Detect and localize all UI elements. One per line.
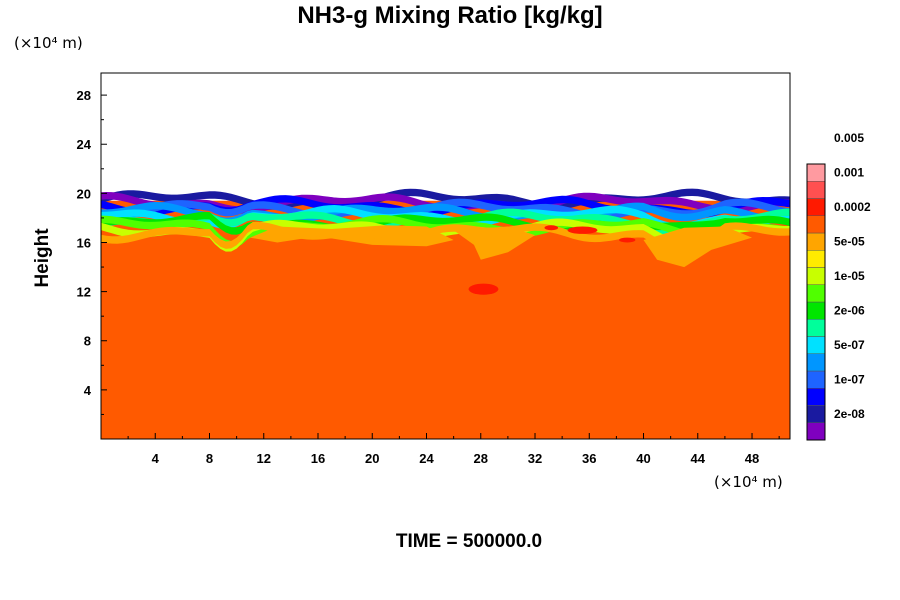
colorbar-swatch bbox=[806, 284, 826, 303]
colorbar-swatch bbox=[806, 388, 826, 406]
x-tick-label: 32 bbox=[528, 451, 542, 466]
x-tick-label: 36 bbox=[582, 451, 596, 466]
colorbar-swatch bbox=[806, 353, 826, 372]
x-tick-label: 24 bbox=[419, 451, 434, 466]
y-tick-label: 12 bbox=[77, 285, 91, 300]
x-axis-unit: (×10⁴ m) bbox=[714, 473, 783, 491]
colorbar-swatch bbox=[806, 181, 826, 199]
plot-frame bbox=[100, 72, 791, 440]
time-label: TIME = 500000.0 bbox=[395, 531, 543, 552]
colorbar-swatch bbox=[806, 319, 826, 337]
y-tick-label: 20 bbox=[77, 186, 91, 201]
colorbar-swatch bbox=[806, 267, 826, 285]
colorbar-swatch bbox=[806, 370, 826, 389]
x-tick-label: 16 bbox=[311, 451, 325, 466]
spot-0.005 bbox=[544, 225, 559, 231]
colorbar-swatch bbox=[806, 232, 826, 251]
colorbar-swatch bbox=[806, 250, 826, 268]
spot-0.005 bbox=[567, 226, 598, 234]
data-field bbox=[101, 188, 790, 439]
y-tick-label: 16 bbox=[77, 235, 91, 250]
colorbar-swatch bbox=[806, 422, 826, 441]
x-tick-label: 12 bbox=[257, 451, 271, 466]
colorbar-label: 1e-07 bbox=[834, 373, 865, 387]
colorbar-label: 1e-05 bbox=[834, 269, 865, 283]
colorbar-swatch bbox=[806, 198, 826, 216]
x-tick-label: 20 bbox=[365, 451, 379, 466]
y-tick-label: 8 bbox=[84, 334, 91, 349]
y-tick-label: 4 bbox=[84, 383, 92, 398]
y-tick-label: 24 bbox=[77, 137, 92, 152]
colorbar-label: 5e-05 bbox=[834, 235, 865, 249]
y-tick-label: 28 bbox=[77, 88, 91, 103]
x-tick-label: 4 bbox=[152, 451, 160, 466]
x-tick-label: 48 bbox=[745, 451, 759, 466]
colorbar-swatch bbox=[806, 215, 826, 234]
colorbar-swatch bbox=[806, 405, 826, 423]
colorbar-label: 0.0002 bbox=[834, 200, 871, 214]
patch-0.0002 bbox=[453, 226, 535, 260]
y-axis-unit: (×10⁴ m) bbox=[14, 34, 83, 52]
patch-0.0002 bbox=[250, 225, 454, 247]
x-tick-label: 40 bbox=[636, 451, 650, 466]
spot-0.005 bbox=[619, 237, 636, 243]
colorbar-label: 2e-06 bbox=[834, 304, 865, 318]
x-tick-label: 8 bbox=[206, 451, 213, 466]
patch-0.0002 bbox=[643, 226, 752, 268]
x-tick-label: 28 bbox=[474, 451, 488, 466]
patch-0.0002 bbox=[358, 229, 400, 239]
spot-0.005 bbox=[468, 283, 499, 295]
colorbar-frame bbox=[806, 163, 826, 441]
x-tick-label: 44 bbox=[691, 451, 706, 466]
colorbar-label: 2e-08 bbox=[834, 407, 865, 421]
colorbar-label: 0.005 bbox=[834, 131, 864, 145]
colorbar-swatch bbox=[806, 301, 826, 320]
colorbar-label: 0.001 bbox=[834, 166, 864, 180]
transition-band bbox=[101, 205, 790, 231]
colorbar-swatch bbox=[806, 163, 826, 182]
colorbar-swatch bbox=[806, 336, 826, 354]
transition-band bbox=[101, 198, 790, 221]
transition-band bbox=[101, 215, 790, 249]
colorbar: 2e-08 1e-07 5e-07 2e-06 1e-05 5e-05 0.0002 0.00… bbox=[806, 131, 871, 441]
chart-title: NH3-g Mixing Ratio [kg/kg] bbox=[297, 2, 603, 29]
colorbar-label: 5e-07 bbox=[834, 338, 865, 352]
